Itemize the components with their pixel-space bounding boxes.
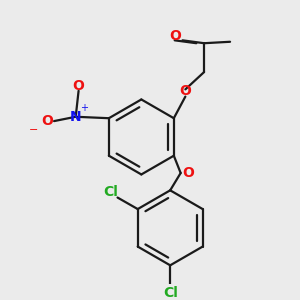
- Text: O: O: [179, 84, 191, 98]
- Text: Cl: Cl: [163, 286, 178, 300]
- Text: O: O: [41, 114, 53, 128]
- Text: −: −: [29, 125, 39, 135]
- Text: O: O: [182, 166, 194, 180]
- Text: O: O: [169, 29, 181, 43]
- Text: N: N: [70, 110, 82, 124]
- Text: O: O: [73, 79, 85, 93]
- Text: Cl: Cl: [103, 185, 118, 199]
- Text: +: +: [80, 103, 88, 113]
